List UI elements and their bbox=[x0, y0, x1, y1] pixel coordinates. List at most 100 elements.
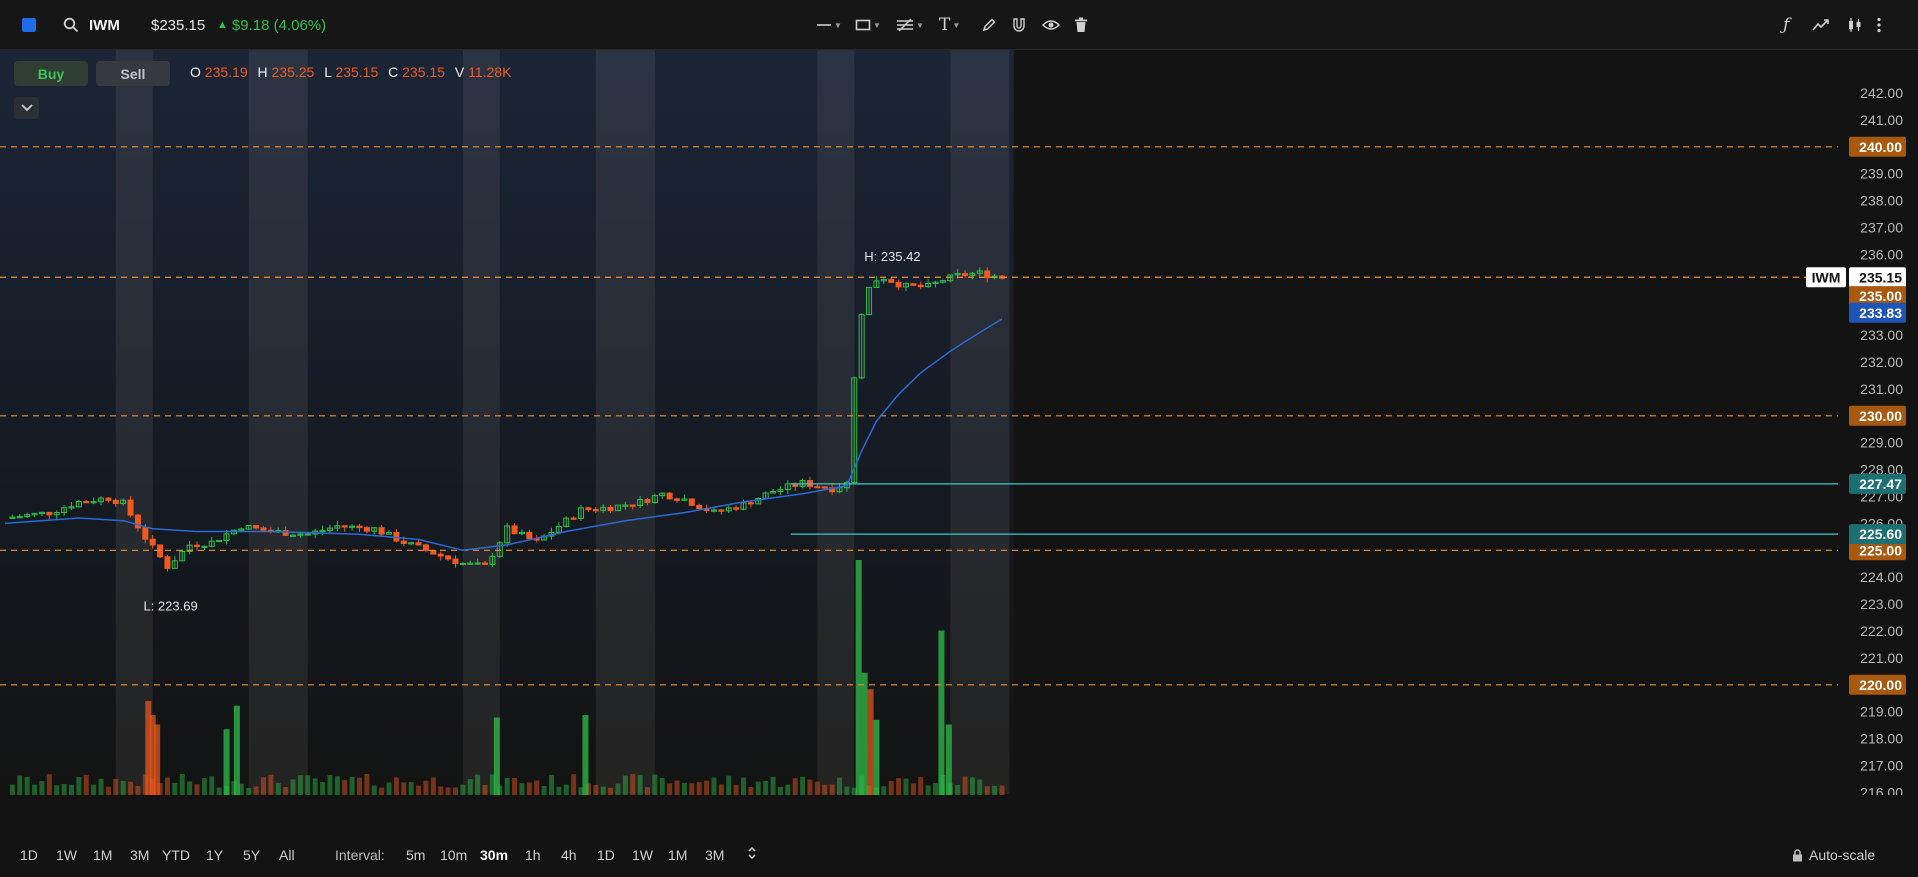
trash-icon[interactable] bbox=[1074, 0, 1088, 50]
candle-body bbox=[511, 525, 518, 535]
ohlc-high-value: 235.25 bbox=[271, 64, 315, 80]
volume-bar bbox=[128, 781, 134, 795]
volume-bar bbox=[105, 786, 111, 795]
volume-bar bbox=[216, 787, 222, 795]
volume-bar bbox=[855, 560, 862, 795]
range-button-3m[interactable]: 3M bbox=[130, 847, 150, 863]
future-area bbox=[1013, 50, 1838, 794]
app-menu-icon[interactable] bbox=[22, 0, 36, 50]
interval-button-3m[interactable]: 3M bbox=[705, 847, 725, 863]
price-tag-227.47 bbox=[1849, 473, 1906, 494]
range-button-ytd[interactable]: YTD bbox=[162, 847, 190, 863]
candle-body bbox=[622, 504, 629, 507]
candle-body bbox=[223, 533, 230, 541]
volume-bar bbox=[39, 781, 45, 795]
candle-body bbox=[821, 486, 828, 489]
price-chart[interactable]: H: 235.42 L: 223.69 242.00 241.00 240.00 239.… bbox=[0, 50, 1918, 795]
candle-body bbox=[16, 516, 23, 519]
volume-bar bbox=[401, 782, 407, 795]
ohlc-volume-value: 11.28K bbox=[468, 64, 512, 80]
line-tool-icon[interactable]: ▼ bbox=[817, 20, 842, 30]
volume-bar bbox=[888, 780, 894, 795]
interval-button-1w[interactable]: 1W bbox=[632, 847, 653, 863]
search-icon[interactable] bbox=[63, 0, 79, 50]
volume-bar bbox=[408, 782, 414, 795]
candle-body bbox=[171, 560, 178, 569]
volume-bar bbox=[837, 777, 843, 795]
interval-button-30m[interactable]: 30m bbox=[480, 847, 509, 863]
collapse-legend-button[interactable] bbox=[14, 97, 39, 119]
volume-bar bbox=[504, 777, 510, 795]
candle-body bbox=[592, 509, 599, 512]
autoscale-label: Auto-scale bbox=[1809, 847, 1876, 863]
interval-button-1d[interactable]: 1D bbox=[597, 847, 615, 863]
interval-button-1h[interactable]: 1h bbox=[525, 847, 541, 863]
range-button-all[interactable]: All bbox=[279, 847, 295, 863]
price-tag-225.60 bbox=[1849, 524, 1906, 545]
eye-icon[interactable] bbox=[1042, 0, 1060, 50]
chart-canvas[interactable]: H: 235.42 L: 223.69 242.00 241.00 240.00 239.… bbox=[0, 50, 1918, 795]
range-button-1y[interactable]: 1Y bbox=[206, 847, 224, 863]
volume-bar bbox=[999, 785, 1005, 795]
volume-bar bbox=[600, 786, 606, 795]
volume-bar bbox=[416, 785, 422, 795]
y-axis-tick: 219.00 bbox=[1860, 704, 1903, 720]
candle-body bbox=[504, 525, 511, 544]
interval-more-icon[interactable] bbox=[748, 843, 756, 867]
volume-bar bbox=[312, 778, 318, 795]
volume-bar bbox=[149, 715, 156, 795]
volume-bar bbox=[467, 779, 473, 795]
ohlc-legend: O 235.19 H 235.25 L 235.15 C 235.15 V 11… bbox=[190, 64, 517, 80]
interval-button-1m[interactable]: 1M bbox=[668, 847, 688, 863]
up-arrow-icon: ▲ bbox=[217, 19, 228, 31]
candle-body bbox=[777, 489, 784, 493]
more-icon[interactable] bbox=[1876, 0, 1882, 50]
symbol-label[interactable]: IWM bbox=[89, 16, 120, 34]
interval-label: Interval: bbox=[335, 847, 385, 863]
session-band bbox=[462, 50, 500, 794]
pencil-icon[interactable] bbox=[981, 0, 997, 50]
fib-tool-icon[interactable]: ▼ bbox=[896, 0, 924, 50]
range-button-5y[interactable]: 5Y bbox=[243, 847, 261, 863]
y-axis-tick: 218.00 bbox=[1860, 731, 1903, 747]
candle-body bbox=[238, 528, 245, 531]
candle-body bbox=[208, 540, 215, 547]
volume-bar bbox=[955, 785, 961, 795]
volume-bar bbox=[992, 785, 998, 795]
volume-bar bbox=[763, 780, 769, 795]
candle-body bbox=[422, 544, 429, 551]
text-tool-icon[interactable]: T ▼ bbox=[939, 15, 961, 35]
volume-bar bbox=[962, 776, 968, 795]
ohlc-close-value: 235.15 bbox=[402, 64, 445, 80]
volume-bar bbox=[268, 774, 274, 795]
candles-icon[interactable] bbox=[1847, 0, 1863, 50]
buy-button[interactable]: Buy bbox=[14, 61, 88, 86]
candle-body bbox=[38, 511, 45, 515]
candle-body bbox=[814, 486, 821, 489]
interval-button-5m[interactable]: 5m bbox=[406, 847, 426, 863]
candle-body bbox=[186, 544, 193, 553]
function-icon[interactable]: ƒ bbox=[1783, 15, 1790, 35]
y-axis-tick: 229.00 bbox=[1860, 435, 1903, 451]
magnet-icon[interactable] bbox=[1011, 0, 1027, 50]
y-axis-tick: 239.00 bbox=[1860, 166, 1903, 182]
volume-bar bbox=[881, 786, 887, 795]
volume-bar bbox=[386, 782, 392, 795]
candle-body bbox=[733, 507, 740, 510]
candle-body bbox=[245, 524, 252, 530]
candle-body bbox=[467, 562, 474, 565]
candle-body bbox=[696, 504, 703, 510]
interval-button-4h[interactable]: 4h bbox=[561, 847, 577, 863]
autoscale-toggle[interactable]: Auto-scale bbox=[1792, 843, 1875, 867]
rectangle-tool-icon[interactable]: ▼ bbox=[855, 0, 881, 50]
candle-body bbox=[46, 511, 53, 516]
volume-bar bbox=[593, 784, 599, 795]
range-button-1m[interactable]: 1M bbox=[93, 847, 113, 863]
interval-button-10m[interactable]: 10m bbox=[440, 847, 468, 863]
range-button-1w[interactable]: 1W bbox=[56, 847, 77, 863]
range-button-1d[interactable]: 1D bbox=[20, 847, 38, 863]
candle-body bbox=[142, 527, 149, 540]
sell-button[interactable]: Sell bbox=[96, 61, 170, 86]
volume-bar bbox=[582, 715, 589, 795]
indicator-icon[interactable] bbox=[1812, 0, 1830, 50]
